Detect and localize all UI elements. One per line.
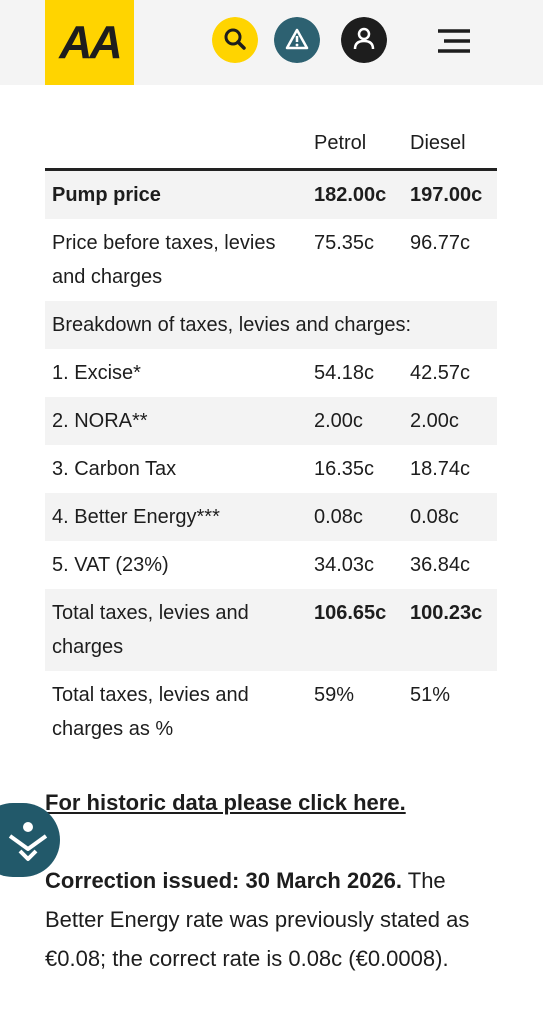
petrol-value: 182.00c — [314, 184, 387, 206]
diesel-value: 100.23c — [410, 602, 483, 624]
diesel-value: 36.84c — [410, 554, 471, 576]
menu-button[interactable] — [436, 27, 472, 55]
diesel-value: 197.00c — [410, 184, 483, 206]
correction-note: Correction issued: 30 March 2026. The Be… — [45, 861, 507, 978]
account-button[interactable] — [341, 17, 387, 63]
table-row: Price before taxes, levies and charges 7… — [45, 219, 497, 301]
column-header: Diesel — [410, 132, 466, 154]
petrol-value: 2.00c — [314, 410, 363, 432]
table-row: 1. Excise* 54.18c 42.57c — [45, 349, 497, 397]
petrol-value: 75.35c — [314, 232, 375, 254]
row-label: Total taxes, levies and charges — [52, 602, 249, 658]
petrol-value: 54.18c — [314, 362, 375, 384]
petrol-value: 16.35c — [314, 458, 375, 480]
price-table: Petrol Diesel Pump price 182.00c 197.00c… — [45, 120, 497, 753]
diesel-value: 42.57c — [410, 362, 471, 384]
petrol-value: 34.03c — [314, 554, 375, 576]
row-label: Total taxes, levies and charges as % — [52, 684, 249, 740]
correction-title: Correction issued: 30 March 2026. — [45, 868, 403, 893]
breakdown-rows: 1. Excise* 54.18c 42.57c 2. NORA** 2.00c 2.00… — [45, 349, 497, 589]
section-row: Breakdown of taxes, levies and charges: — [45, 301, 497, 349]
site-header: AA — [0, 0, 543, 85]
alerts-button[interactable] — [274, 17, 320, 63]
diesel-value: 51% — [410, 684, 451, 706]
accessibility-icon — [8, 822, 48, 861]
table-row: 2. NORA** 2.00c 2.00c — [45, 397, 497, 445]
table-row: 5. VAT (23%) 34.03c 36.84c — [45, 541, 497, 589]
row-label: Price before taxes, levies and charges — [52, 232, 276, 288]
table-row: Pump price 182.00c 197.00c — [45, 171, 497, 219]
diesel-value: 96.77c — [410, 232, 471, 254]
table-header: Petrol Diesel — [45, 120, 497, 171]
row-label: 3. Carbon Tax — [52, 458, 177, 480]
table-row: 4. Better Energy*** 0.08c 0.08c — [45, 493, 497, 541]
diesel-value: 18.74c — [410, 458, 471, 480]
row-label: 1. Excise* — [52, 362, 141, 384]
diesel-value: 0.08c — [410, 506, 459, 528]
historic-data-link[interactable]: For historic data please click here. — [45, 790, 406, 815]
column-header: Petrol — [314, 132, 367, 154]
section-heading: Breakdown of taxes, levies and charges: — [52, 314, 412, 336]
row-label: 4. Better Energy*** — [52, 506, 220, 528]
row-label: 2. NORA** — [52, 410, 148, 432]
petrol-value: 0.08c — [314, 506, 363, 528]
table-row: Total taxes, levies and charges as % 59%… — [45, 671, 497, 753]
table-row: 3. Carbon Tax 16.35c 18.74c — [45, 445, 497, 493]
petrol-value: 106.65c — [314, 602, 387, 624]
row-label: Pump price — [52, 184, 161, 206]
petrol-value: 59% — [314, 684, 355, 706]
table-row: Total taxes, levies and charges 106.65c … — [45, 589, 497, 671]
logo[interactable]: AA — [45, 0, 134, 85]
row-label: 5. VAT (23%) — [52, 554, 169, 576]
accessibility-button[interactable] — [0, 803, 60, 877]
diesel-value: 2.00c — [410, 410, 459, 432]
search-button[interactable] — [212, 17, 258, 63]
correction-text: The Better Energy rate was previously st… — [45, 868, 470, 971]
